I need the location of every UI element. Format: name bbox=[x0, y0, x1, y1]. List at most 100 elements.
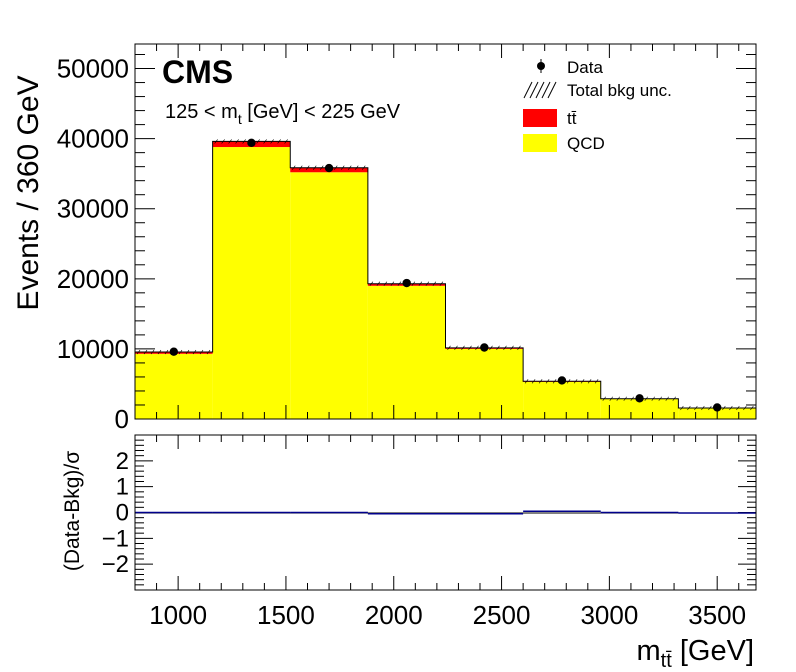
unc-hatch-4 bbox=[489, 345, 493, 351]
data-point-0 bbox=[169, 347, 179, 356]
legend-label-unc: Total bkg unc. bbox=[567, 81, 672, 100]
unc-hatch-2 bbox=[299, 165, 303, 170]
unc-hatch-6 bbox=[602, 396, 606, 401]
unc-hatch-2 bbox=[355, 165, 359, 170]
unc-hatch-4 bbox=[475, 345, 479, 351]
selection-right: [GeV] < 225 GeV bbox=[242, 101, 401, 123]
y-axis-title: Events / 360 GeV bbox=[12, 75, 45, 310]
unc-hatch-2 bbox=[306, 165, 310, 170]
unc-hatch-5 bbox=[580, 379, 585, 384]
unc-hatch-2 bbox=[292, 165, 296, 170]
legend-ttbar-swatch bbox=[523, 109, 557, 127]
x-tick-label-2500: 2500 bbox=[473, 600, 531, 630]
unc-hatch-7 bbox=[701, 405, 705, 411]
unc-hatch-4 bbox=[447, 345, 451, 351]
unc-hatch-7 bbox=[729, 405, 733, 411]
x-title-sub: tt̄ bbox=[661, 650, 673, 672]
x-tick-labels: 1000 1500 2000 2500 3000 3500 bbox=[149, 600, 746, 630]
cms-label: CMS bbox=[162, 54, 233, 90]
legend-label-ttbar: tt̄ bbox=[567, 109, 577, 128]
unc-hatch-5 bbox=[545, 379, 550, 384]
ratio-y-tick-labels: 210−1−2 bbox=[102, 448, 129, 578]
unc-hatch-0 bbox=[164, 349, 169, 355]
y-tick-label-40000: 40000 bbox=[57, 124, 129, 154]
main-y-tick-labels: 0 10000 20000 30000 40000 50000 bbox=[57, 54, 129, 434]
bar-qcd-2 bbox=[290, 172, 368, 419]
unc-hatch-0 bbox=[185, 349, 190, 355]
unc-hatch-7 bbox=[743, 405, 747, 411]
legend-entry-qcd: QCD bbox=[523, 134, 605, 153]
unc-hatch-0 bbox=[143, 349, 148, 355]
data-point-5 bbox=[557, 376, 567, 385]
unc-hatch-3 bbox=[411, 281, 416, 286]
legend-label-qcd: QCD bbox=[567, 134, 605, 153]
selection-label: 125 < mt [GeV] < 225 GeV bbox=[165, 101, 401, 127]
data-point-6 bbox=[635, 394, 644, 403]
unc-hatch-5 bbox=[552, 379, 557, 384]
unc-hatch-3 bbox=[439, 281, 444, 286]
bar-qcd-0 bbox=[135, 353, 213, 419]
ratio-y-axis-title: (Data-Bkg)/σ bbox=[61, 451, 84, 571]
y-tick-label-0: 0 bbox=[115, 404, 129, 434]
stack-outline bbox=[134, 140, 757, 419]
data-point-7 bbox=[712, 403, 722, 412]
unc-hatch-6 bbox=[644, 396, 648, 401]
unc-hatch-6 bbox=[672, 396, 676, 401]
x-axis-title: mtt̄ [GeV] bbox=[637, 635, 755, 672]
unc-hatch-0 bbox=[206, 349, 211, 355]
unc-hatch-3 bbox=[418, 281, 423, 286]
unc-hatch-6 bbox=[658, 396, 662, 401]
bar-qcd-1 bbox=[212, 147, 291, 419]
unc-hatch-3 bbox=[376, 281, 381, 286]
main-axis-ticks bbox=[134, 44, 756, 420]
main-frame bbox=[134, 43, 757, 420]
unc-hatch-2 bbox=[362, 165, 366, 170]
unc-hatch-0 bbox=[136, 349, 141, 355]
y-tick-label-50000: 50000 bbox=[57, 54, 129, 84]
unc-hatch-5 bbox=[524, 379, 529, 384]
unc-hatch-5 bbox=[573, 379, 578, 384]
unc-hatch-2 bbox=[341, 165, 345, 170]
bar-qcd-4 bbox=[445, 348, 524, 419]
ratio-panel: 210−1−2 bbox=[102, 434, 757, 591]
ratio-tick-label-1: 1 bbox=[116, 474, 129, 501]
unc-hatch-3 bbox=[383, 281, 388, 286]
unc-hatch-6 bbox=[609, 396, 613, 401]
unc-hatch-1 bbox=[221, 139, 225, 144]
unc-hatch-5 bbox=[566, 379, 571, 384]
ratio-tick-label-2: 0 bbox=[116, 500, 129, 527]
data-point-4 bbox=[480, 343, 489, 352]
unc-hatch-4 bbox=[461, 345, 465, 351]
unc-hatch-1 bbox=[235, 139, 239, 144]
y-tick-label-30000: 30000 bbox=[57, 194, 129, 224]
unc-hatch-0 bbox=[192, 349, 197, 355]
legend-label-data: Data bbox=[567, 58, 603, 77]
unc-hatch-5 bbox=[531, 379, 536, 384]
legend-qcd-swatch bbox=[523, 134, 557, 152]
unc-hatch-4 bbox=[454, 345, 458, 351]
unc-hatch-1 bbox=[256, 139, 260, 144]
unc-hatch-4 bbox=[468, 345, 472, 351]
unc-hatch-4 bbox=[496, 345, 500, 351]
data-point-1 bbox=[247, 138, 256, 148]
unc-hatch-2 bbox=[348, 165, 352, 170]
unc-hatch-7 bbox=[694, 405, 698, 411]
unc-hatch-3 bbox=[369, 281, 374, 286]
selection-sub: t bbox=[238, 111, 242, 127]
unc-hatch-1 bbox=[284, 139, 288, 144]
x-tick-label-1500: 1500 bbox=[257, 600, 315, 630]
x-title-main: m bbox=[637, 635, 661, 667]
data-points bbox=[169, 138, 722, 412]
unc-hatch-7 bbox=[680, 405, 684, 411]
unc-hatch-0 bbox=[199, 349, 204, 355]
unc-hatch-3 bbox=[425, 281, 430, 286]
unc-hatch-5 bbox=[587, 379, 592, 384]
bar-qcd-5 bbox=[523, 381, 601, 419]
x-tick-label-3000: 3000 bbox=[580, 600, 638, 630]
unc-hatch-7 bbox=[687, 405, 691, 411]
unc-hatch-6 bbox=[651, 396, 655, 401]
unc-hatch-7 bbox=[722, 405, 726, 411]
ratio-values bbox=[135, 510, 756, 515]
bar-qcd-6 bbox=[600, 399, 679, 419]
selection-left: 125 < m bbox=[165, 101, 238, 123]
